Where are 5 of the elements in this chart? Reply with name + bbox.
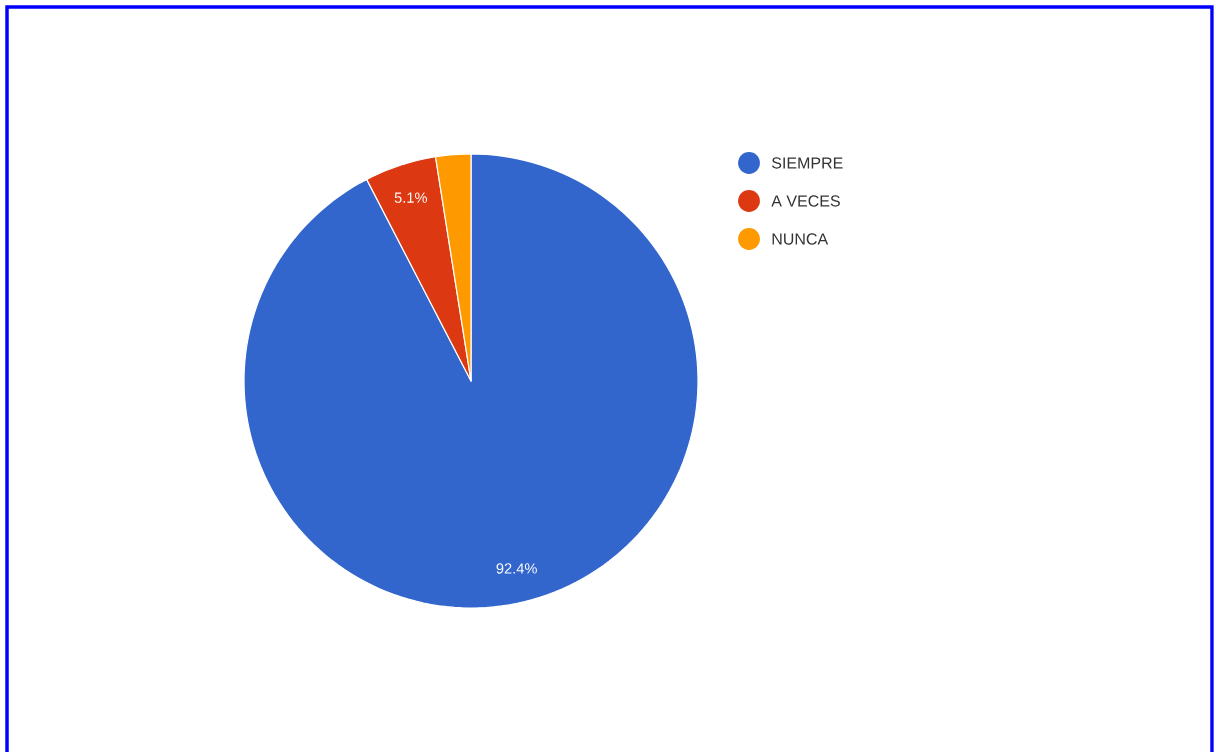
- legend-label: NUNCA: [772, 233, 829, 245]
- legend-label: A VECES: [771, 195, 840, 207]
- data-label: 5.1%: [394, 192, 427, 203]
- data-label: 92.4%: [496, 563, 537, 574]
- legend-label: SIEMPRE: [772, 157, 843, 169]
